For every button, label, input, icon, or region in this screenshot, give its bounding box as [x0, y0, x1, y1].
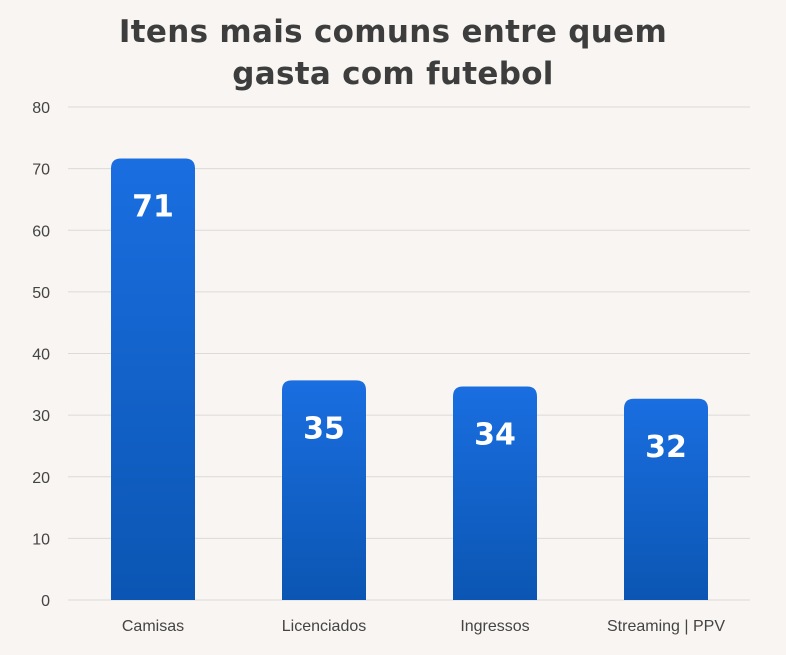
data-label: 35	[303, 411, 345, 446]
data-label: 34	[474, 417, 516, 452]
x-category-label: Streaming | PPV	[607, 618, 725, 635]
y-tick-label: 40	[32, 347, 50, 364]
y-tick-label: 80	[32, 100, 50, 117]
y-tick-label: 70	[32, 162, 50, 179]
y-tick-label: 30	[32, 408, 50, 425]
x-category-label: Ingressos	[460, 618, 529, 635]
y-tick-label: 0	[41, 593, 50, 610]
chart-title-line-2: gasta com futebol	[232, 56, 554, 92]
y-tick-label: 60	[32, 223, 50, 240]
data-label: 32	[645, 430, 687, 465]
bar-camisas	[111, 158, 195, 600]
y-tick-label: 20	[32, 470, 50, 487]
bar-licenciados	[282, 380, 366, 600]
chart-title-line-1: Itens mais comuns entre quem	[118, 14, 668, 50]
y-tick-label: 50	[32, 285, 50, 302]
y-tick-label: 10	[32, 531, 50, 548]
data-label: 71	[132, 189, 174, 224]
x-category-label: Camisas	[122, 618, 184, 635]
x-category-label: Licenciados	[282, 618, 367, 635]
bar-ingressos	[453, 386, 537, 600]
bar-streaming-ppv	[624, 398, 708, 600]
